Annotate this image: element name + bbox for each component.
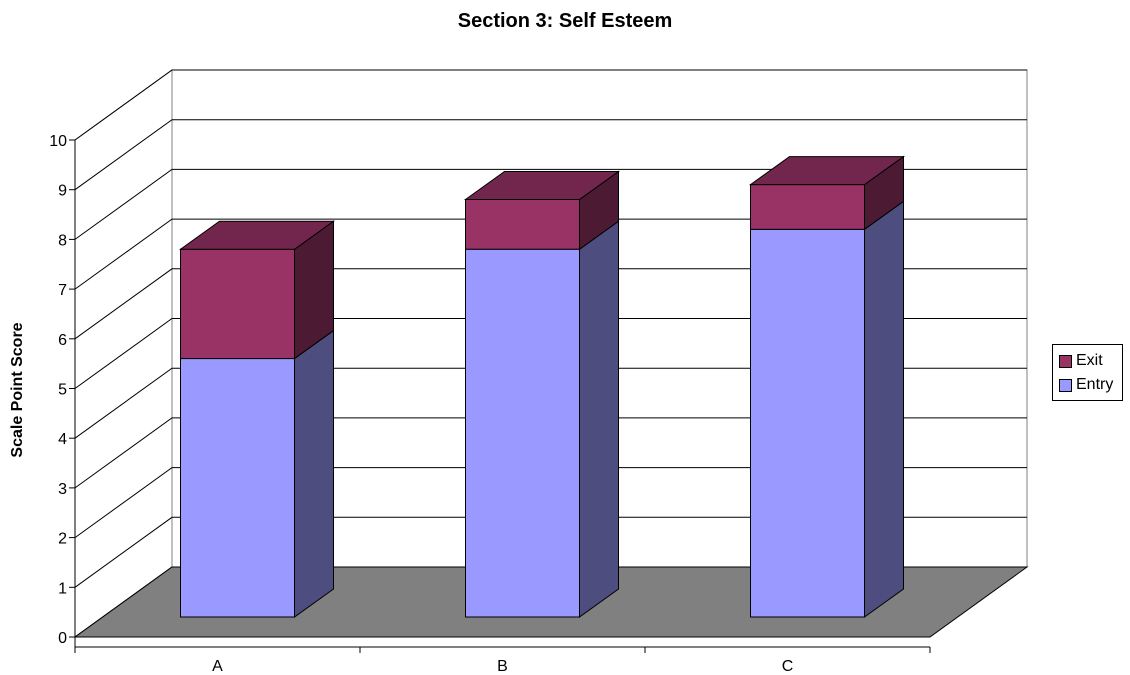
chart-title: Section 3: Self Esteem bbox=[457, 10, 673, 32]
legend-swatch-exit bbox=[1059, 354, 1072, 368]
legend-swatch-entry bbox=[1059, 378, 1072, 392]
x-tick-label: A bbox=[212, 658, 223, 675]
gridline bbox=[74, 367, 1027, 439]
y-tick-label: 4 bbox=[58, 431, 67, 448]
y-tick-label: 3 bbox=[58, 481, 67, 498]
gridline bbox=[74, 218, 1027, 290]
y-tick-label: 5 bbox=[58, 382, 67, 399]
gridline bbox=[74, 467, 1027, 539]
y-tick-label: 2 bbox=[58, 531, 67, 548]
bar-front-exit-B bbox=[465, 199, 580, 250]
legend-label-exit: Exit bbox=[1076, 352, 1103, 369]
gridline bbox=[74, 516, 1027, 588]
bar-side-entry-B bbox=[579, 220, 619, 618]
bar-front-entry-A bbox=[180, 358, 295, 618]
bar-top-A bbox=[178, 220, 336, 250]
y-tick-label: 8 bbox=[58, 232, 67, 249]
bar-side-entry-A bbox=[294, 329, 334, 618]
legend-item-exit: Exit bbox=[1059, 351, 1103, 371]
y-tick-label: 9 bbox=[58, 183, 67, 200]
gridline bbox=[74, 168, 1027, 240]
bar-front-entry-C bbox=[750, 228, 865, 618]
gridline bbox=[74, 119, 1027, 191]
x-tick-label: B bbox=[497, 658, 508, 675]
legend-item-entry: Entry bbox=[1059, 375, 1113, 395]
gridline bbox=[74, 69, 1027, 141]
bar-front-exit-C bbox=[750, 184, 865, 230]
y-tick-label: 10 bbox=[49, 133, 67, 150]
bar-top-C bbox=[748, 156, 906, 186]
legend: Exit Entry bbox=[1052, 344, 1123, 401]
bar-side-entry-C bbox=[864, 200, 904, 618]
x-tick-label: C bbox=[782, 658, 794, 675]
gridline bbox=[74, 318, 1027, 389]
bar-front-exit-A bbox=[180, 248, 295, 360]
bar-front-entry-B bbox=[465, 248, 580, 618]
legend-label-entry: Entry bbox=[1076, 376, 1114, 393]
bar-top-B bbox=[463, 171, 621, 201]
y-tick-label: 1 bbox=[58, 580, 67, 597]
gridline bbox=[74, 417, 1027, 489]
y-tick-label: 7 bbox=[58, 282, 67, 299]
y-tick-label: 6 bbox=[58, 332, 67, 349]
gridline bbox=[74, 268, 1027, 340]
y-tick-label: 0 bbox=[58, 630, 67, 647]
